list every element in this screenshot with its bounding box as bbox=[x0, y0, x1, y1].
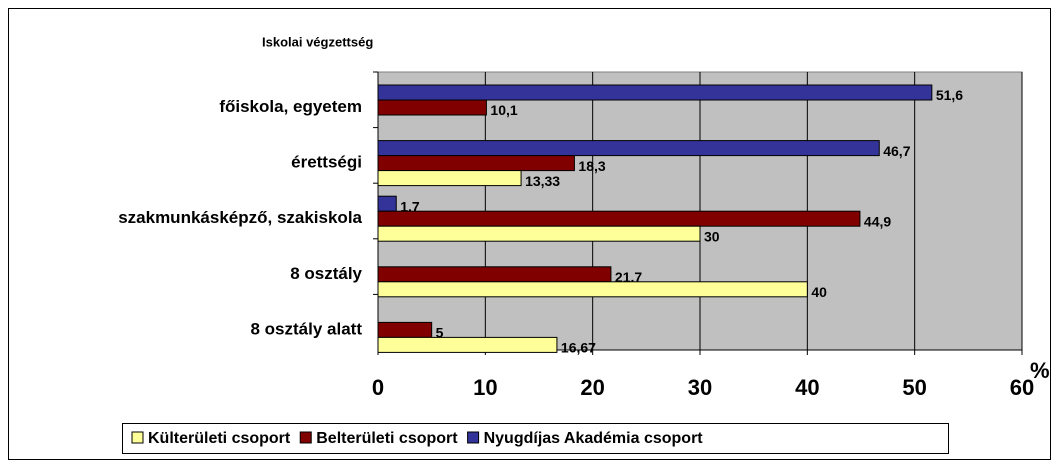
x-tick-label: 30 bbox=[688, 375, 712, 400]
bar bbox=[377, 210, 861, 227]
data-label: 46,7 bbox=[883, 143, 910, 159]
data-label: 10,1 bbox=[490, 102, 517, 118]
x-axis-label: % bbox=[1030, 358, 1050, 383]
x-tick-label: 40 bbox=[795, 375, 819, 400]
data-label: 1,7 bbox=[400, 198, 420, 214]
bar bbox=[377, 225, 701, 242]
legend-swatch bbox=[131, 431, 144, 444]
bar bbox=[377, 336, 558, 353]
data-label: 5 bbox=[436, 325, 444, 341]
y-tick-label: 8 osztály bbox=[290, 264, 362, 283]
legend-label: Belterületi csoport bbox=[316, 430, 458, 447]
bar bbox=[377, 321, 433, 338]
data-label: 16,67 bbox=[561, 340, 596, 356]
bar bbox=[377, 155, 575, 172]
y-tick-label: szakmunkásképző, szakiskola bbox=[118, 208, 362, 227]
x-tick-label: 50 bbox=[902, 375, 926, 400]
legend-swatch bbox=[467, 431, 480, 444]
y-tick-label: 8 osztály alatt bbox=[251, 319, 363, 338]
bar bbox=[377, 281, 808, 298]
x-tick-label: 20 bbox=[580, 375, 604, 400]
x-tick-label: 60 bbox=[1010, 375, 1034, 400]
x-tick-label: 10 bbox=[473, 375, 497, 400]
bar bbox=[377, 170, 522, 187]
data-label: 18,3 bbox=[578, 158, 605, 174]
data-label: 51,6 bbox=[936, 87, 963, 103]
bar bbox=[377, 99, 487, 116]
data-label: 13,33 bbox=[525, 173, 560, 189]
bar bbox=[377, 266, 612, 283]
legend-label: Nyugdíjas Akadémia csoport bbox=[484, 430, 704, 447]
legend bbox=[122, 423, 949, 454]
x-tick-label: 0 bbox=[372, 375, 384, 400]
data-label: 21,7 bbox=[615, 269, 642, 285]
data-label: 44,9 bbox=[864, 213, 891, 229]
data-label: 40 bbox=[811, 284, 827, 300]
bar bbox=[377, 84, 933, 101]
chart-title: Iskolai végzettség bbox=[262, 34, 373, 49]
bar bbox=[377, 195, 397, 212]
legend-swatch bbox=[299, 431, 312, 444]
legend-label: Külterületi csoport bbox=[148, 430, 291, 447]
y-tick-label: főiskola, egyetem bbox=[219, 97, 362, 116]
y-tick-label: érettségi bbox=[291, 153, 362, 172]
bar bbox=[377, 140, 880, 157]
data-label: 30 bbox=[704, 228, 720, 244]
